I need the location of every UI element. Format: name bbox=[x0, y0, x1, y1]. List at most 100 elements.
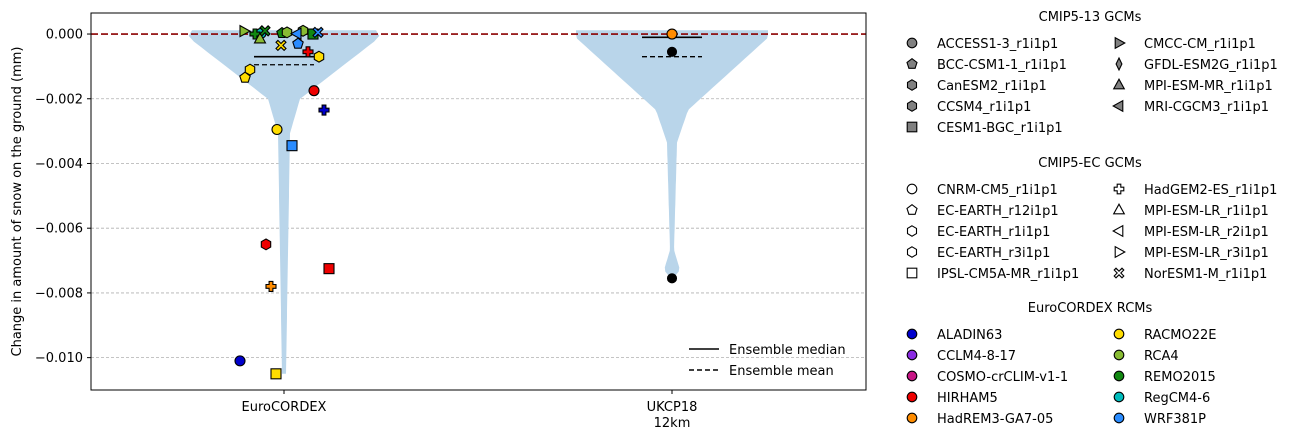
legend-label: EC-EARTH_r12i1p1 bbox=[937, 204, 1059, 219]
legend-label: GFDL-ESM2G_r1i1p1 bbox=[1144, 58, 1278, 73]
legend-group: CMIP5-EC GCMs CNRM-CM5_r1i1p1 HadGEM2-ES_r… bbox=[906, 156, 1277, 282]
data-point bbox=[253, 31, 267, 44]
legend-label: Ensemble mean bbox=[729, 364, 834, 379]
legend-marker bbox=[1114, 245, 1126, 259]
legend-marker bbox=[906, 412, 918, 424]
data-point bbox=[302, 46, 314, 58]
legend-marker bbox=[1113, 349, 1125, 361]
legend-label: MRI-CGCM3_r1i1p1 bbox=[1144, 100, 1269, 115]
legend-label: MPI-ESM-LR_r3i1p1 bbox=[1144, 246, 1269, 261]
legend-label: HadGEM2-ES_r1i1p1 bbox=[1144, 183, 1277, 198]
legend-label: RACMO22E bbox=[1144, 328, 1216, 343]
legend-title: CMIP5-EC GCMs bbox=[1038, 156, 1142, 171]
legend-label: BCC-CSM1-1_r1i1p1 bbox=[937, 58, 1067, 73]
data-point bbox=[239, 71, 251, 83]
data-point bbox=[666, 28, 678, 40]
legend-marker bbox=[906, 349, 918, 361]
legend-marker bbox=[906, 100, 918, 112]
legend-marker bbox=[1112, 203, 1126, 215]
legend-label: ALADIN63 bbox=[937, 328, 1002, 343]
legend-label: CNRM-CM5_r1i1p1 bbox=[937, 183, 1058, 198]
data-point bbox=[666, 273, 678, 284]
legend-label: COSMO-crCLIM-v1-1 bbox=[937, 370, 1068, 385]
legend-marker bbox=[906, 267, 918, 279]
legend-label: Ensemble median bbox=[729, 343, 846, 358]
legend-title: EuroCORDEX RCMs bbox=[1028, 301, 1153, 316]
ytick-label: 0.000 bbox=[46, 28, 83, 43]
legend-marker bbox=[1113, 328, 1125, 340]
data-point bbox=[292, 37, 304, 49]
legend-label: MPI-ESM-LR_r2i1p1 bbox=[1144, 225, 1269, 240]
ytick-label: −0.004 bbox=[35, 157, 83, 172]
data-point bbox=[286, 140, 298, 152]
legend-label: WRF381P bbox=[1144, 412, 1206, 427]
xtick-label: EuroCORDEX bbox=[242, 400, 327, 415]
data-point bbox=[312, 26, 324, 39]
axes-frame bbox=[90, 12, 867, 391]
legend-label: CCLM4-8-17 bbox=[937, 349, 1016, 364]
y-axis-label: Change in amount of snow on the ground (… bbox=[10, 47, 25, 357]
legend-marker bbox=[906, 79, 918, 91]
plot-area: 0.000 −0.002 −0.004 −0.006 −0.008 −0.010 EuroC… bbox=[10, 12, 867, 431]
data-point bbox=[259, 25, 271, 37]
legend-marker bbox=[1113, 391, 1125, 403]
legend-marker bbox=[906, 204, 918, 215]
data-point bbox=[271, 123, 283, 136]
legend-label: EC-EARTH_r3i1p1 bbox=[937, 246, 1050, 261]
legend-marker bbox=[906, 370, 918, 382]
legend-marker bbox=[906, 37, 918, 49]
marker-legend: CMIP5-13 GCMs ACCESS1-3_r1i1p1 CMCC-CM_r1i… bbox=[906, 10, 1278, 427]
legend-marker bbox=[906, 225, 918, 237]
legend-label: CESM1-BGC_r1i1p1 bbox=[937, 121, 1063, 136]
data-point bbox=[234, 355, 246, 367]
violin-ukcp18 bbox=[576, 30, 768, 281]
data-point bbox=[265, 280, 277, 292]
data-point bbox=[260, 238, 272, 251]
violin-eurocordex bbox=[188, 30, 380, 374]
ytick-label: −0.006 bbox=[35, 222, 83, 237]
legend-marker bbox=[1115, 56, 1123, 72]
legend-marker bbox=[906, 121, 918, 133]
legend-marker bbox=[1112, 224, 1124, 238]
legend-label: CCSM4_r1i1p1 bbox=[937, 100, 1031, 115]
legend-marker bbox=[1112, 99, 1124, 113]
legend-marker bbox=[906, 328, 918, 340]
legend-label: NorESM1-M_r1i1p1 bbox=[1144, 267, 1267, 282]
legend-marker bbox=[906, 246, 918, 258]
legend-label: REMO2015 bbox=[1144, 370, 1216, 385]
xtick-label: UKCP18 bbox=[647, 400, 698, 415]
legend-marker bbox=[1112, 78, 1126, 90]
xtick-label: 12km bbox=[654, 416, 691, 431]
data-point bbox=[323, 263, 335, 275]
legend-group: CMIP5-13 GCMs ACCESS1-3_r1i1p1 CMCC-CM_r1i… bbox=[906, 10, 1278, 136]
data-point bbox=[281, 26, 293, 39]
legend-label: CanESM2_r1i1p1 bbox=[937, 79, 1047, 94]
legend-label: MPI-ESM-LR_r1i1p1 bbox=[1144, 204, 1269, 219]
legend-title: CMIP5-13 GCMs bbox=[1039, 10, 1142, 25]
legend-label: IPSL-CM5A-MR_r1i1p1 bbox=[937, 267, 1079, 282]
legend-marker bbox=[1113, 412, 1125, 424]
legend-marker bbox=[1113, 267, 1125, 279]
legend-label: EC-EARTH_r1i1p1 bbox=[937, 225, 1050, 240]
legend-label: CMCC-CM_r1i1p1 bbox=[1144, 37, 1256, 52]
legend-label: HIRHAM5 bbox=[937, 391, 998, 406]
data-point bbox=[666, 46, 678, 57]
line-legend: Ensemble median Ensemble mean bbox=[689, 343, 846, 379]
legend-marker bbox=[906, 391, 918, 403]
legend-marker bbox=[906, 183, 918, 195]
legend-marker bbox=[1113, 183, 1125, 195]
legend-label: MPI-ESM-MR_r1i1p1 bbox=[1144, 79, 1273, 94]
data-point bbox=[239, 24, 252, 38]
data-point bbox=[244, 63, 256, 76]
data-point bbox=[308, 85, 320, 97]
ytick-label: −0.010 bbox=[35, 351, 83, 366]
legend-marker bbox=[1114, 36, 1126, 50]
data-point bbox=[289, 27, 302, 41]
ytick-label: −0.008 bbox=[35, 286, 83, 301]
legend-label: RCA4 bbox=[1144, 349, 1179, 364]
legend-label: RegCM4-6 bbox=[1144, 391, 1210, 406]
legend-label: HadREM3-GA7-05 bbox=[937, 412, 1053, 427]
legend-marker bbox=[1113, 370, 1125, 382]
legend-label: ACCESS1-3_r1i1p1 bbox=[937, 37, 1058, 52]
